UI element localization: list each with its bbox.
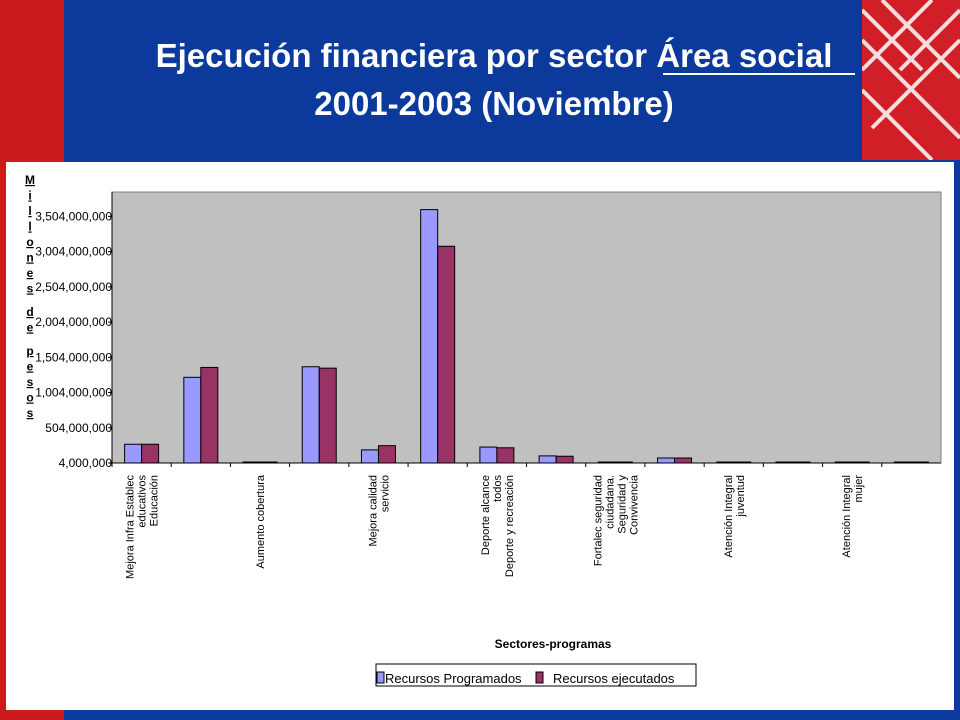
title-divider-line bbox=[663, 73, 855, 75]
y-axis-label-letter: d bbox=[26, 305, 33, 319]
y-axis-label-letter: e bbox=[27, 266, 34, 280]
y-tick-label: 504,000,000 bbox=[45, 421, 112, 435]
plot-area bbox=[111, 191, 942, 464]
bar-recursos-ejecutados bbox=[851, 461, 870, 464]
x-category-label-line: ciudadana. bbox=[604, 475, 616, 529]
title-line-2: 2001-2003 (Noviembre) bbox=[314, 85, 674, 122]
x-category-label-line: mujer bbox=[853, 475, 865, 503]
legend-label-ejecutados: Recursos ejecutados bbox=[553, 671, 675, 686]
y-tick-label: 1,504,000,000 bbox=[35, 350, 112, 364]
bar-recursos-programados bbox=[716, 461, 735, 464]
x-category-label: Fortalec seguridadciudadana.Seguridad yC… bbox=[592, 474, 640, 566]
bar-recursos-ejecutados bbox=[259, 461, 278, 464]
bar-recursos-ejecutados bbox=[200, 366, 219, 464]
y-tick-label: 2,004,000,000 bbox=[35, 315, 112, 329]
bar-recursos-programados bbox=[124, 443, 143, 464]
bar-recursos-ejecutados bbox=[614, 461, 633, 464]
y-axis-label-letter: p bbox=[26, 344, 33, 358]
bar-recursos-programados bbox=[538, 455, 557, 464]
bar-recursos-programados bbox=[775, 461, 794, 464]
y-axis-label-letter: M bbox=[25, 173, 35, 187]
bar-recursos-programados bbox=[301, 366, 320, 464]
y-axis-label-letter: s bbox=[27, 282, 34, 296]
x-category-label: Aumento cobertura bbox=[255, 474, 267, 568]
bar-recursos-programados bbox=[834, 461, 853, 464]
y-tick-label: 2,504,000,000 bbox=[35, 280, 112, 294]
y-axis-label-letter: l bbox=[28, 220, 31, 234]
x-category-label-line: Atención Integral bbox=[723, 475, 735, 558]
y-tick-label: 3,504,000,000 bbox=[35, 209, 112, 223]
bar-recursos-ejecutados bbox=[318, 367, 337, 464]
bar-recursos-ejecutados bbox=[910, 461, 929, 464]
x-category-label-line: Mejora Infra Establec bbox=[125, 475, 137, 579]
x-category-label-line: juventud bbox=[735, 475, 747, 518]
x-category-label-line: todos bbox=[492, 475, 504, 502]
bar-chart: 4,000,000 504,000,000 1,004,000,000 1,504,0… bbox=[25, 173, 942, 687]
bar-recursos-ejecutados bbox=[792, 461, 811, 464]
y-axis-label-letter: o bbox=[26, 391, 33, 405]
bar-recursos-programados bbox=[893, 461, 912, 464]
y-axis-label-letter: i bbox=[28, 189, 31, 203]
x-axis-label: Sectores-programas bbox=[495, 637, 612, 651]
x-category-label: Atención Integralmujer bbox=[841, 475, 865, 558]
y-axis-label-letter: l bbox=[28, 204, 31, 218]
bar-recursos-programados bbox=[420, 209, 439, 464]
bar-recursos-ejecutados bbox=[733, 461, 752, 464]
y-tick-label: 4,000,000 bbox=[59, 456, 113, 470]
y-axis-label-letter: e bbox=[27, 321, 34, 335]
y-axis-label-letter: n bbox=[26, 251, 33, 265]
bar-recursos-programados bbox=[242, 461, 261, 464]
y-axis-label-letter: o bbox=[26, 235, 33, 249]
x-category-label-line: Educación bbox=[149, 475, 161, 526]
bar-recursos-ejecutados bbox=[496, 447, 515, 464]
y-axis-label-letter: s bbox=[27, 375, 34, 389]
x-category-label-line: Deporte alcance bbox=[480, 475, 492, 555]
chart-panel: 4,000,000 504,000,000 1,004,000,000 1,504,0… bbox=[6, 162, 954, 710]
bar-recursos-programados bbox=[657, 457, 676, 464]
bar-recursos-programados bbox=[183, 376, 202, 464]
y-tick-label: 3,004,000,000 bbox=[35, 245, 112, 259]
x-category-label-line: Deporte y recreación bbox=[504, 475, 516, 577]
x-category-label-line: Fortalec seguridad bbox=[592, 475, 604, 566]
x-category-label: Atención Integraljuventud bbox=[723, 475, 747, 558]
x-category-label-line: Atención Integral bbox=[841, 475, 853, 558]
bar-recursos-ejecutados bbox=[437, 245, 456, 464]
logo-pattern-icon bbox=[862, 0, 960, 160]
legend-label-programados: Recursos Programados bbox=[385, 671, 522, 686]
logo bbox=[862, 0, 960, 160]
x-category-label: Mejora calidadservicio bbox=[367, 475, 391, 547]
bar-recursos-programados bbox=[479, 446, 498, 464]
x-category-label-line: educativos bbox=[137, 475, 149, 528]
x-category-label-line: Seguridad y bbox=[616, 475, 628, 534]
bar-recursos-programados bbox=[597, 461, 616, 464]
y-tick-label: 1,004,000,000 bbox=[35, 386, 112, 400]
x-category-label-line: Aumento cobertura bbox=[255, 474, 267, 568]
legend-swatch-ejecutados bbox=[535, 671, 544, 684]
x-category-label-line: Mejora calidad bbox=[367, 475, 379, 547]
x-category-label: Mejora Infra EstableceducativosEducación bbox=[125, 475, 161, 579]
bar-recursos-programados bbox=[360, 449, 379, 464]
legend-swatch-programados bbox=[376, 671, 385, 684]
x-category-label-line: servicio bbox=[379, 475, 391, 512]
page-title: Ejecución financiera por sector Área soc… bbox=[64, 32, 924, 128]
y-axis-label-letter: e bbox=[27, 360, 34, 374]
bar-recursos-ejecutados bbox=[674, 457, 693, 464]
bar-recursos-ejecutados bbox=[141, 443, 160, 464]
y-axis-label-letter: s bbox=[27, 406, 34, 420]
title-line-1: Ejecución financiera por sector Área soc… bbox=[155, 37, 833, 74]
x-category-label-line: Convivencia bbox=[628, 474, 640, 535]
bar-recursos-ejecutados bbox=[555, 455, 574, 464]
bar-recursos-ejecutados bbox=[377, 445, 396, 464]
x-category-label: Deporte alcancetodosDeporte y recreación bbox=[480, 475, 516, 578]
